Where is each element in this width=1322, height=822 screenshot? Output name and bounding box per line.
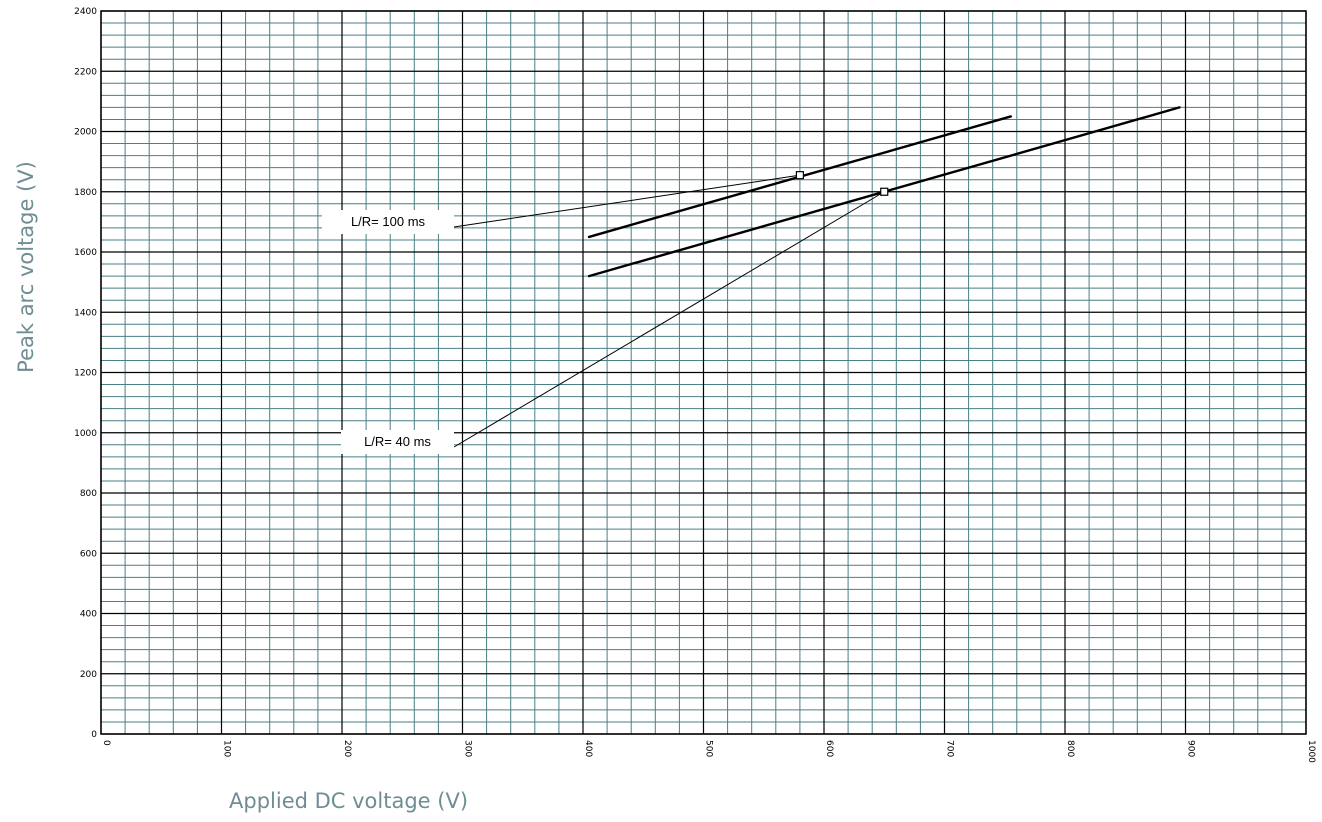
y-tick-label: 2400 xyxy=(74,7,97,17)
x-tick-label: 0 xyxy=(101,740,111,746)
x-tick-label: 200 xyxy=(342,740,352,757)
x-tick-label: 300 xyxy=(463,740,473,757)
y-tick-label: 800 xyxy=(80,489,97,499)
x-tick-label: 700 xyxy=(945,740,955,757)
y-tick-label: 2200 xyxy=(74,67,97,77)
x-axis-ticks: 0 100 200 300 400 500 600 700 800 900 1000 xyxy=(101,740,1316,763)
y-tick-label: 600 xyxy=(80,549,97,559)
y-tick-label: 1200 xyxy=(74,369,97,379)
y-tick-label: 1000 xyxy=(74,429,97,439)
y-tick-label: 1800 xyxy=(74,188,97,198)
x-tick-label: 900 xyxy=(1186,740,1196,757)
y-tick-label: 2000 xyxy=(74,128,97,138)
x-tick-label: 500 xyxy=(704,740,714,757)
x-tick-label: 600 xyxy=(824,740,834,757)
annotation-labels: L/R= 100 ms L/R= 40 ms xyxy=(322,210,454,454)
annotation-label-box-2 xyxy=(341,430,454,454)
y-tick-label: 0 xyxy=(91,730,97,740)
annotation-label-1: L/R= 100 ms xyxy=(351,214,426,229)
x-tick-label: 800 xyxy=(1065,740,1075,757)
series-lines xyxy=(587,106,1181,278)
annotation-leaders xyxy=(453,174,885,448)
annotation-leader-1 xyxy=(453,174,800,228)
annotation-label-box-1 xyxy=(322,210,454,234)
x-tick-label: 100 xyxy=(222,740,232,757)
annotation-label-2: L/R= 40 ms xyxy=(364,434,431,449)
annotation-leader-2 xyxy=(453,191,885,448)
series-marker-2 xyxy=(880,187,889,196)
y-tick-label: 200 xyxy=(80,670,97,680)
y-axis-ticks: 0 200 400 600 800 1000 1200 1400 1600 1800 2000 220… xyxy=(74,7,97,740)
x-tick-label: 1000 xyxy=(1306,740,1316,763)
x-tick-label: 400 xyxy=(583,740,593,757)
y-tick-label: 400 xyxy=(80,610,97,620)
y-tick-label: 1600 xyxy=(74,248,97,258)
y-tick-label: 1400 xyxy=(74,308,97,318)
x-axis-title: Applied DC voltage (V) xyxy=(229,789,469,813)
series-marker-1 xyxy=(795,171,805,180)
plot-frame xyxy=(100,10,1307,735)
y-axis-title: Peak arc voltage (V) xyxy=(14,161,38,373)
